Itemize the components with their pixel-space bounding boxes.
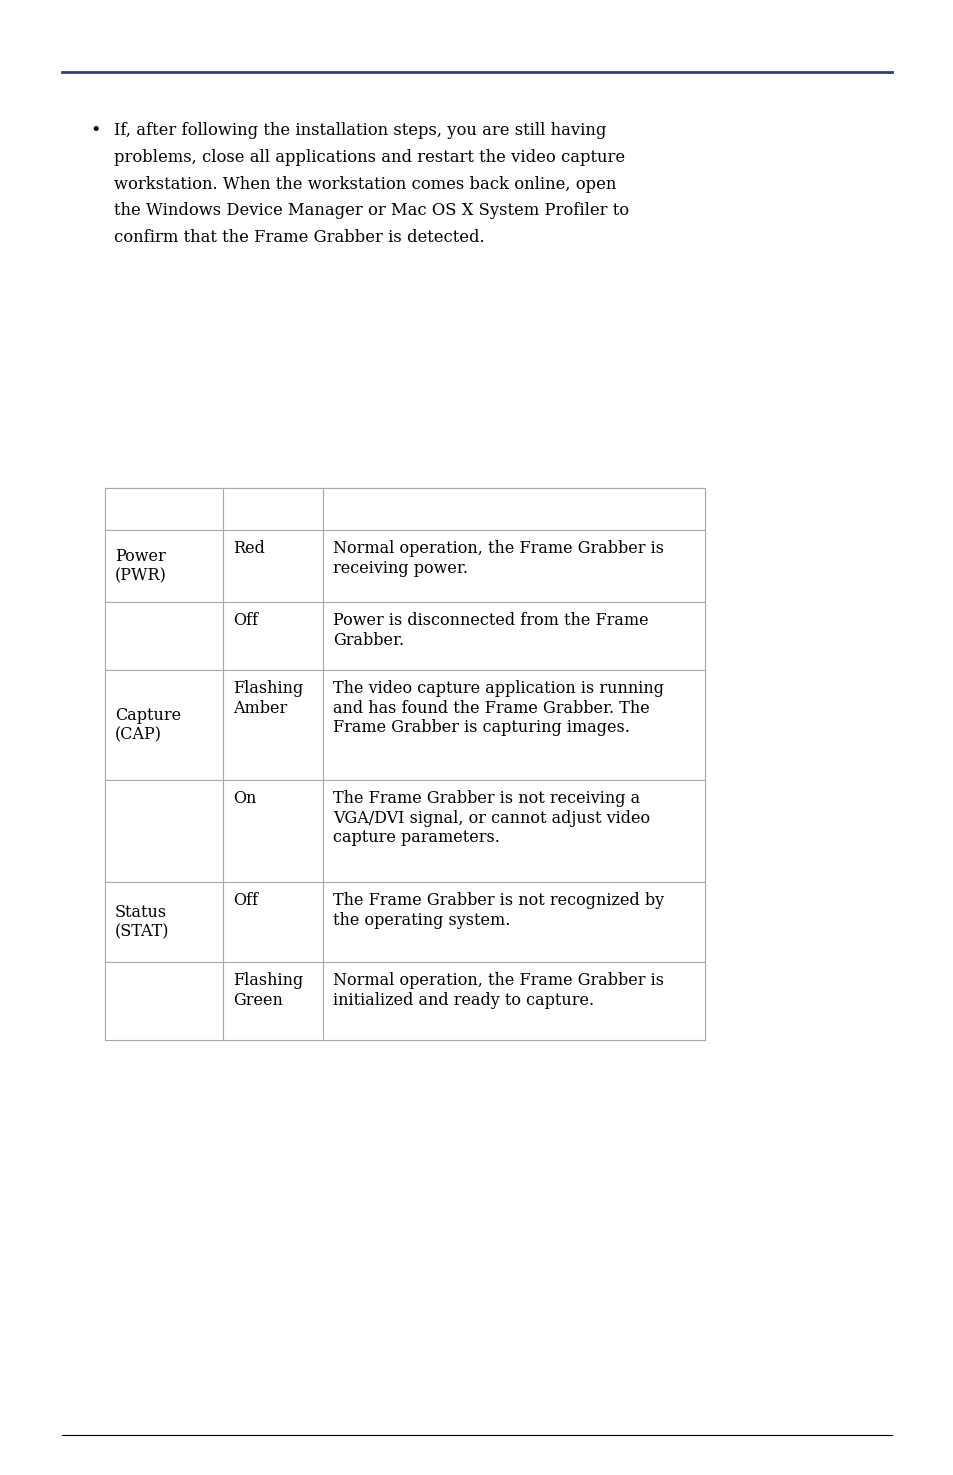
Bar — [105, 962, 223, 1040]
Text: The Frame Grabber is not recognized by
the operating system.: The Frame Grabber is not recognized by t… — [333, 892, 663, 929]
Text: workstation. When the workstation comes back online, open: workstation. When the workstation comes … — [113, 176, 616, 193]
Text: Flashing
Green: Flashing Green — [233, 972, 303, 1009]
Text: Flashing
Amber: Flashing Amber — [233, 680, 303, 717]
Bar — [105, 488, 223, 530]
Bar — [323, 670, 704, 780]
Bar — [323, 882, 704, 962]
Text: If, after following the installation steps, you are still having: If, after following the installation ste… — [113, 122, 606, 139]
Bar — [223, 488, 323, 530]
Bar — [105, 670, 223, 780]
Bar — [223, 780, 323, 882]
Bar — [105, 780, 223, 882]
Bar — [223, 670, 323, 780]
Text: •: • — [90, 122, 100, 140]
Bar — [223, 530, 323, 602]
Text: On: On — [233, 791, 256, 807]
Text: Normal operation, the Frame Grabber is
receiving power.: Normal operation, the Frame Grabber is r… — [333, 540, 663, 577]
Text: Power
(PWR): Power (PWR) — [115, 547, 167, 584]
Bar — [323, 780, 704, 882]
Text: Normal operation, the Frame Grabber is
initialized and ready to capture.: Normal operation, the Frame Grabber is i… — [333, 972, 663, 1009]
Text: Capture
(CAP): Capture (CAP) — [115, 707, 181, 743]
Text: Power is disconnected from the Frame
Grabber.: Power is disconnected from the Frame Gra… — [333, 612, 648, 649]
Text: the Windows Device Manager or Mac OS X System Profiler to: the Windows Device Manager or Mac OS X S… — [113, 202, 628, 220]
Bar — [105, 882, 223, 962]
Bar — [223, 882, 323, 962]
Text: Red: Red — [233, 540, 265, 558]
Text: Off: Off — [233, 892, 257, 909]
Bar — [323, 602, 704, 670]
Bar — [323, 488, 704, 530]
Bar — [105, 488, 704, 1040]
Text: Off: Off — [233, 612, 257, 628]
Text: confirm that the Frame Grabber is detected.: confirm that the Frame Grabber is detect… — [113, 229, 484, 246]
Text: The Frame Grabber is not receiving a
VGA/DVI signal, or cannot adjust video
capt: The Frame Grabber is not receiving a VGA… — [333, 791, 649, 847]
Bar — [323, 962, 704, 1040]
Text: The video capture application is running
and has found the Frame Grabber. The
Fr: The video capture application is running… — [333, 680, 663, 736]
Text: problems, close all applications and restart the video capture: problems, close all applications and res… — [113, 149, 624, 165]
Bar — [223, 602, 323, 670]
Text: Status
(STAT): Status (STAT) — [115, 904, 170, 940]
Bar — [105, 602, 223, 670]
Bar — [323, 530, 704, 602]
Bar — [105, 530, 223, 602]
Bar — [223, 962, 323, 1040]
